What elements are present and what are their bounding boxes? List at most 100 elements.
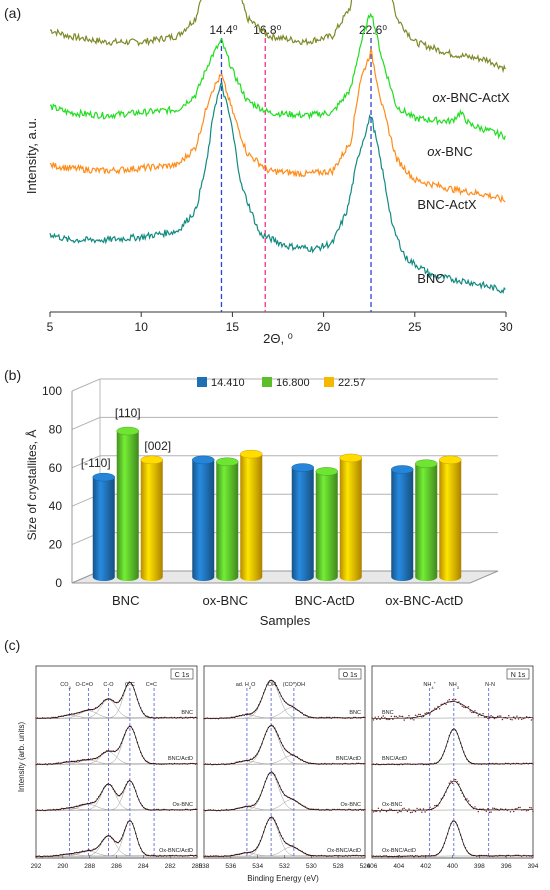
panel-c-data-point [522,717,524,720]
panel-c-data-point [414,810,417,813]
panel-c-spectrum-label: Ox-BNC [173,802,194,808]
panel-b: (b) Size of crystallites, Å 0 20 40 60 80 100… [4,367,499,628]
panel-c-data-point [448,782,450,784]
panel-c-frame [371,665,534,859]
panel-c-peak-label: -OH [266,682,276,688]
panel-c-data-point [437,705,439,708]
panel-c-data-point [403,719,405,721]
panel-b-bar [140,459,163,581]
panel-c-data-point [409,718,412,720]
panel-c-data-point [376,718,378,721]
panel-c-data-point [416,807,418,810]
panel-c-data-point [392,718,394,720]
panel-b-bar-top [92,472,115,482]
panel-b-annotation: [002] [144,439,171,453]
panel-c-data-point [485,716,487,718]
panel-b-category-labels: BNC ox-BNC BNC-ActD ox-BNC-ActD [112,593,463,608]
panel-c-data-point [414,714,417,716]
panel-c-x-tick-label: 282 [165,863,176,870]
panel-c-fit-envelope [204,771,365,811]
panel-a-x-tick-label: 25 [408,320,422,334]
panel-c-x-tick-label: 536 [225,863,236,870]
panel-c-x-tick-label: 288 [84,863,95,870]
panel-b-bar [192,459,215,581]
panel-c-x-tick-label: 530 [306,863,317,870]
panel-c-data-point [509,718,512,721]
panel-a-x-ticks: 5 10 15 20 25 30 [47,312,513,334]
panel-a-label: (a) [4,5,21,21]
panel-c-peak-label: C-C [125,682,135,688]
panel-b-legend-label: 14.410 [211,377,245,389]
panel-c-data-point [477,810,479,813]
panel-c-data-point [517,806,520,809]
panel-b-y-tick-label: 0 [55,576,62,590]
panel-c-data-point [451,782,454,784]
panel-c-fit-envelope [36,780,197,811]
panel-b-legend-swatch [324,377,334,387]
panel-c-data-point [372,811,375,813]
panel-c-frame [203,665,366,859]
panel-b-legend-label: 16.800 [276,377,310,389]
panel-c-component-peak [36,682,197,719]
panel-c-data-point [453,699,455,701]
panel-b-y-tick-label: 40 [49,499,63,513]
panel-c-tag: N 1s [511,672,526,679]
panel-c-data-point [401,715,404,718]
panel-c-component-peak [204,707,365,719]
panel-c-data-point [453,778,455,781]
panel-c-data-point [400,810,402,813]
panel-a: (a) Intensity, a.u. 5 10 15 20 25 30 2Θ, ⁰ 14… [4,0,513,346]
panel-a-series-labels: ox-BNC-ActX ox-BNC BNC-ActX BNC [417,90,510,286]
panel-c-data-point [408,715,410,717]
panel-c-data-point [474,806,476,808]
panel-c-data-point [421,716,423,718]
panel-b-bar [439,459,462,581]
panel-c-fit-envelope [36,682,197,719]
panel-b-category-label: BNC-ActD [295,593,355,608]
panel-c-data-point [493,717,496,720]
panel-c-tag: C 1s [175,672,190,679]
panel-c-data-point [448,698,450,701]
panel-c-spectrum-label: BNC [382,710,394,716]
panel-b-y-tick-label: 100 [42,384,62,398]
panel-c-peak-label: C-O [103,682,114,688]
panel-b-bar [391,469,414,581]
panel-c-data-point [530,719,533,721]
panel-a-x-tick-label: 10 [135,320,149,334]
panel-c-data-point [467,706,470,708]
panel-c-data-point [487,808,489,810]
panel-b-y-tick-label: 20 [49,538,63,552]
panel-c-data-point [395,715,397,718]
panel-c-data-point [418,713,420,716]
panel-b-bar-top [339,453,362,463]
panel-c-data-point [516,808,518,810]
panel-c-x-tick-label: 532 [279,863,290,870]
panel-a-reference-label: 22.6⁰ [359,23,387,37]
panel-c-component-peak [36,710,197,719]
panel-c-fit-envelope [372,701,533,719]
panel-c-data-point [521,718,523,721]
panel-c-x-tick-label: 396 [501,863,512,870]
panel-c-data-point [409,811,412,814]
panel-c-data-point [377,716,380,718]
panel-c-fit-envelope [204,817,365,857]
panel-c-data-point [390,808,392,811]
panel-b-y-axis-label: Size of crystallites, Å [24,430,39,541]
panel-c-data-point [376,810,378,812]
panel-c-data-point [445,703,447,705]
panel-b-y-tick-label: 80 [49,422,63,436]
panel-c-peak-label: C=C [146,682,157,688]
panel-c-x-tick-label: 398 [474,863,485,870]
panel-c-data-point [390,715,392,718]
panel-b-bar [92,477,115,581]
panel-c-data-point [387,718,389,721]
panel-b-legend-swatch [197,377,207,387]
panel-c-data-point [463,706,465,708]
panel-c-data-point [398,715,401,717]
panel-a-x-tick-label: 20 [317,320,331,334]
panel-c-subpanels: C 1s 292 290 288 286 284 282 280 BNC BNC/ActD Ox-B… [31,665,539,870]
panel-c-data-point [496,715,499,718]
panel-c-data-point [513,716,515,718]
panel-c-data-point [492,807,494,809]
panel-a-x-tick-label: 15 [226,320,240,334]
